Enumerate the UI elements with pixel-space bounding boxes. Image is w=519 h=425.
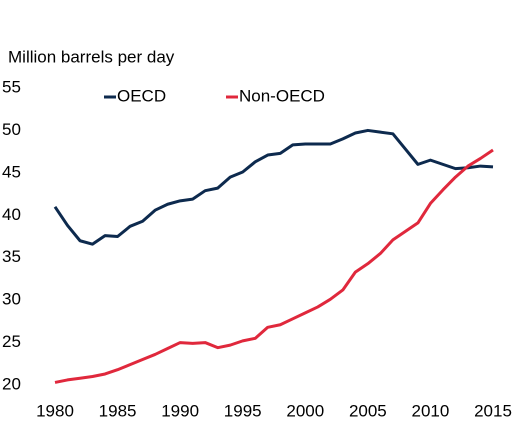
y-tick-label: 35 xyxy=(2,247,21,266)
y-tick-label: 45 xyxy=(2,162,21,181)
legend-label: OECD xyxy=(117,86,166,105)
y-tick-label: 40 xyxy=(2,205,21,224)
line-series xyxy=(54,148,494,384)
x-tick-label: 2005 xyxy=(349,401,387,420)
line-series xyxy=(53,128,494,246)
y-tick-label: 50 xyxy=(2,120,21,139)
x-tick-label: 2015 xyxy=(474,401,512,420)
y-tick-label: 25 xyxy=(2,332,21,351)
x-tick-label: 2000 xyxy=(286,401,324,420)
x-tick-label: 1995 xyxy=(224,401,262,420)
y-tick-label: 55 xyxy=(2,77,21,96)
y-tick-label: 30 xyxy=(2,290,21,309)
y-tick-label: 20 xyxy=(2,374,21,393)
y-axis-label: Million barrels per day xyxy=(8,47,175,66)
legend-label: Non-OECD xyxy=(239,86,325,105)
x-tick-label: 1980 xyxy=(36,401,74,420)
x-tick-label: 1990 xyxy=(161,401,199,420)
x-tick-label: 2010 xyxy=(412,401,450,420)
x-tick-label: 1985 xyxy=(99,401,137,420)
